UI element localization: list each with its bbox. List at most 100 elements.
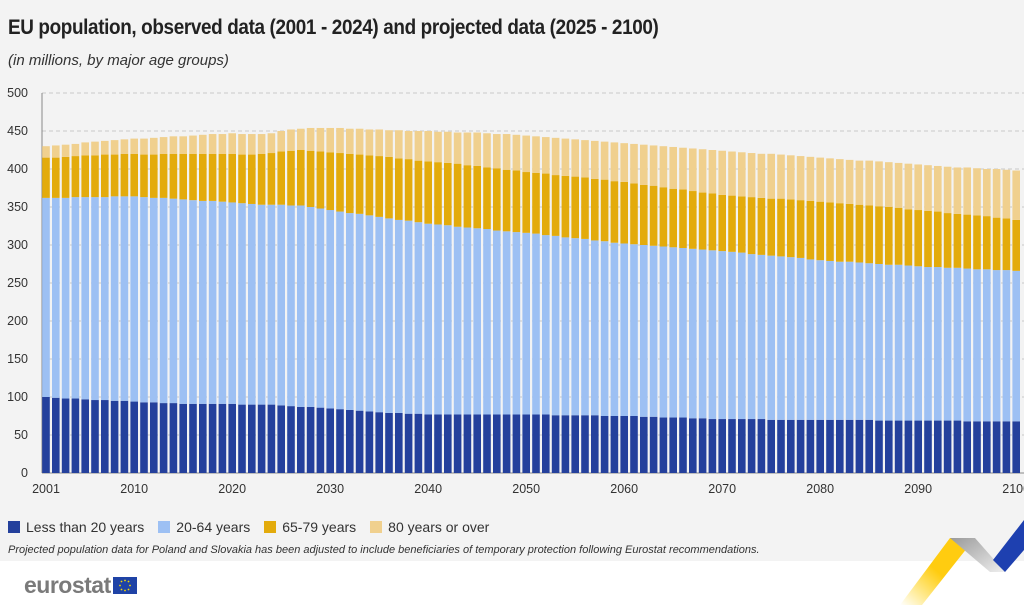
bar-segment-80-years-or-over-2011 — [140, 138, 148, 155]
bar-segment-less-than-20-years-2014 — [169, 403, 178, 473]
bar-segment-20-64-years-2071 — [728, 251, 736, 420]
x-tick-label: 2020 — [218, 482, 246, 496]
bar-segment-65-79-years-2016 — [189, 153, 197, 201]
bar-segment-less-than-20-years-2050 — [522, 414, 530, 473]
bar-segment-80-years-or-over-2069 — [708, 150, 717, 194]
bar-segment-80-years-or-over-2090 — [914, 164, 922, 211]
bar-segment-20-64-years-2022 — [248, 203, 256, 405]
bar-segment-less-than-20-years-2031 — [336, 409, 344, 473]
bar-segment-80-years-or-over-2057 — [591, 140, 599, 179]
bar-segment-less-than-20-years-2084 — [855, 419, 864, 473]
bar-segment-65-79-years-2070 — [718, 194, 726, 252]
bar-segment-20-64-years-2064 — [659, 246, 668, 418]
bar-segment-20-64-years-2062 — [640, 245, 648, 417]
bar-segment-less-than-20-years-2041 — [434, 414, 442, 473]
bar-segment-20-64-years-2040 — [424, 223, 432, 415]
bar-segment-less-than-20-years-2094 — [953, 420, 962, 473]
bar-segment-65-79-years-2050 — [522, 172, 530, 233]
bar-segment-65-79-years-2045 — [473, 165, 481, 229]
bar-segment-80-years-or-over-2035 — [375, 129, 383, 157]
bar-segment-less-than-20-years-2020 — [228, 403, 236, 473]
bar-segment-less-than-20-years-2032 — [346, 409, 354, 473]
bar-segment-less-than-20-years-2056 — [581, 415, 589, 473]
bar-segment-20-64-years-2028 — [306, 207, 315, 407]
bar-segment-20-64-years-2012 — [150, 197, 158, 403]
bar-segment-80-years-or-over-2056 — [581, 140, 589, 178]
bar-segment-80-years-or-over-2024 — [267, 133, 276, 154]
bar-segment-80-years-or-over-2060 — [620, 143, 628, 182]
bar-segment-65-79-years-2013 — [159, 153, 168, 198]
bar-segment-65-79-years-2022 — [248, 154, 256, 204]
bar-segment-less-than-20-years-2081 — [826, 419, 834, 473]
bar-segment-less-than-20-years-2051 — [532, 414, 540, 473]
bar-segment-80-years-or-over-2010 — [130, 138, 138, 154]
bar-segment-80-years-or-over-2039 — [414, 131, 423, 161]
bar-segment-65-79-years-2097 — [983, 216, 991, 270]
bar-segment-65-79-years-2073 — [747, 197, 756, 255]
bar-segment-20-64-years-2051 — [532, 233, 540, 415]
bar-segment-65-79-years-2099 — [1002, 218, 1011, 271]
bar-segment-less-than-20-years-2021 — [238, 404, 246, 473]
bar-segment-20-64-years-2009 — [120, 196, 129, 401]
bar-segment-65-79-years-2061 — [630, 183, 638, 245]
bar-segment-65-79-years-2031 — [336, 153, 344, 212]
bar-segment-80-years-or-over-2092 — [934, 165, 942, 212]
bar-segment-less-than-20-years-2066 — [679, 417, 687, 473]
bar-segment-20-64-years-2085 — [865, 263, 873, 420]
bar-segment-65-79-years-2053 — [551, 175, 560, 236]
bar-segment-65-79-years-2059 — [610, 181, 619, 243]
bar-segment-80-years-or-over-2058 — [600, 141, 609, 180]
bar-segment-20-64-years-2094 — [953, 267, 962, 421]
bar-segment-20-64-years-2083 — [845, 261, 854, 420]
bar-segment-less-than-20-years-2070 — [718, 419, 726, 473]
bar-segment-65-79-years-2021 — [238, 154, 246, 204]
bar-segment-20-64-years-2036 — [385, 218, 393, 413]
bar-segment-less-than-20-years-2100 — [1012, 421, 1020, 473]
bar-segment-80-years-or-over-2047 — [493, 134, 501, 169]
bar-segment-20-64-years-2038 — [404, 220, 413, 414]
bar-segment-65-79-years-2088 — [894, 207, 903, 265]
bar-segment-less-than-20-years-2013 — [159, 403, 168, 473]
bar-segment-20-64-years-2023 — [257, 204, 266, 405]
bar-segment-20-64-years-2066 — [679, 248, 687, 418]
bar-segment-less-than-20-years-2054 — [561, 415, 570, 473]
bar-segment-80-years-or-over-2040 — [424, 131, 432, 162]
bar-segment-80-years-or-over-2032 — [346, 128, 354, 154]
bar-segment-65-79-years-2071 — [728, 195, 736, 252]
decorative-ribbon — [900, 520, 1024, 605]
bar-segment-80-years-or-over-2072 — [738, 152, 746, 197]
bar-segment-65-79-years-2032 — [346, 153, 354, 214]
bar-segment-80-years-or-over-2064 — [659, 146, 668, 188]
bar-segment-80-years-or-over-2065 — [669, 146, 677, 189]
bar-segment-less-than-20-years-2064 — [659, 417, 668, 473]
bar-segment-less-than-20-years-2052 — [542, 414, 550, 473]
bar-segment-80-years-or-over-2046 — [483, 133, 491, 168]
bar-segment-20-64-years-2068 — [698, 249, 707, 419]
bar-segment-less-than-20-years-2002 — [52, 397, 60, 473]
bar-segment-80-years-or-over-2001 — [42, 146, 50, 158]
bar-segment-65-79-years-2037 — [395, 158, 403, 220]
bar-segment-65-79-years-2030 — [326, 152, 334, 211]
bar-segment-65-79-years-2035 — [375, 156, 383, 217]
bar-segment-20-64-years-2025 — [277, 204, 285, 406]
bar-segment-65-79-years-2083 — [845, 203, 854, 262]
bar-segment-less-than-20-years-2071 — [728, 419, 736, 473]
bar-segment-less-than-20-years-2098 — [992, 421, 1001, 473]
bar-segment-20-64-years-2030 — [326, 210, 334, 409]
bar-segment-65-79-years-2026 — [287, 150, 295, 206]
y-tick-label: 300 — [7, 238, 28, 252]
bar-segment-20-64-years-2021 — [238, 203, 246, 405]
bar-segment-20-64-years-2002 — [52, 197, 60, 398]
bar-segment-20-64-years-2039 — [414, 222, 423, 414]
bar-segment-20-64-years-2079 — [806, 259, 815, 420]
bar-segment-20-64-years-2018 — [208, 200, 217, 404]
bar-segment-80-years-or-over-2042 — [444, 131, 452, 163]
chart-title: EU population, observed data (2001 - 202… — [8, 16, 659, 39]
bar-segment-65-79-years-2009 — [120, 153, 129, 197]
bar-segment-20-64-years-2095 — [963, 268, 971, 422]
bar-segment-80-years-or-over-2097 — [983, 169, 991, 217]
bar-segment-65-79-years-2081 — [826, 202, 834, 261]
bar-segment-65-79-years-2084 — [855, 204, 864, 263]
bar-segment-20-64-years-2031 — [336, 211, 344, 410]
bar-segment-80-years-or-over-2095 — [963, 167, 971, 215]
